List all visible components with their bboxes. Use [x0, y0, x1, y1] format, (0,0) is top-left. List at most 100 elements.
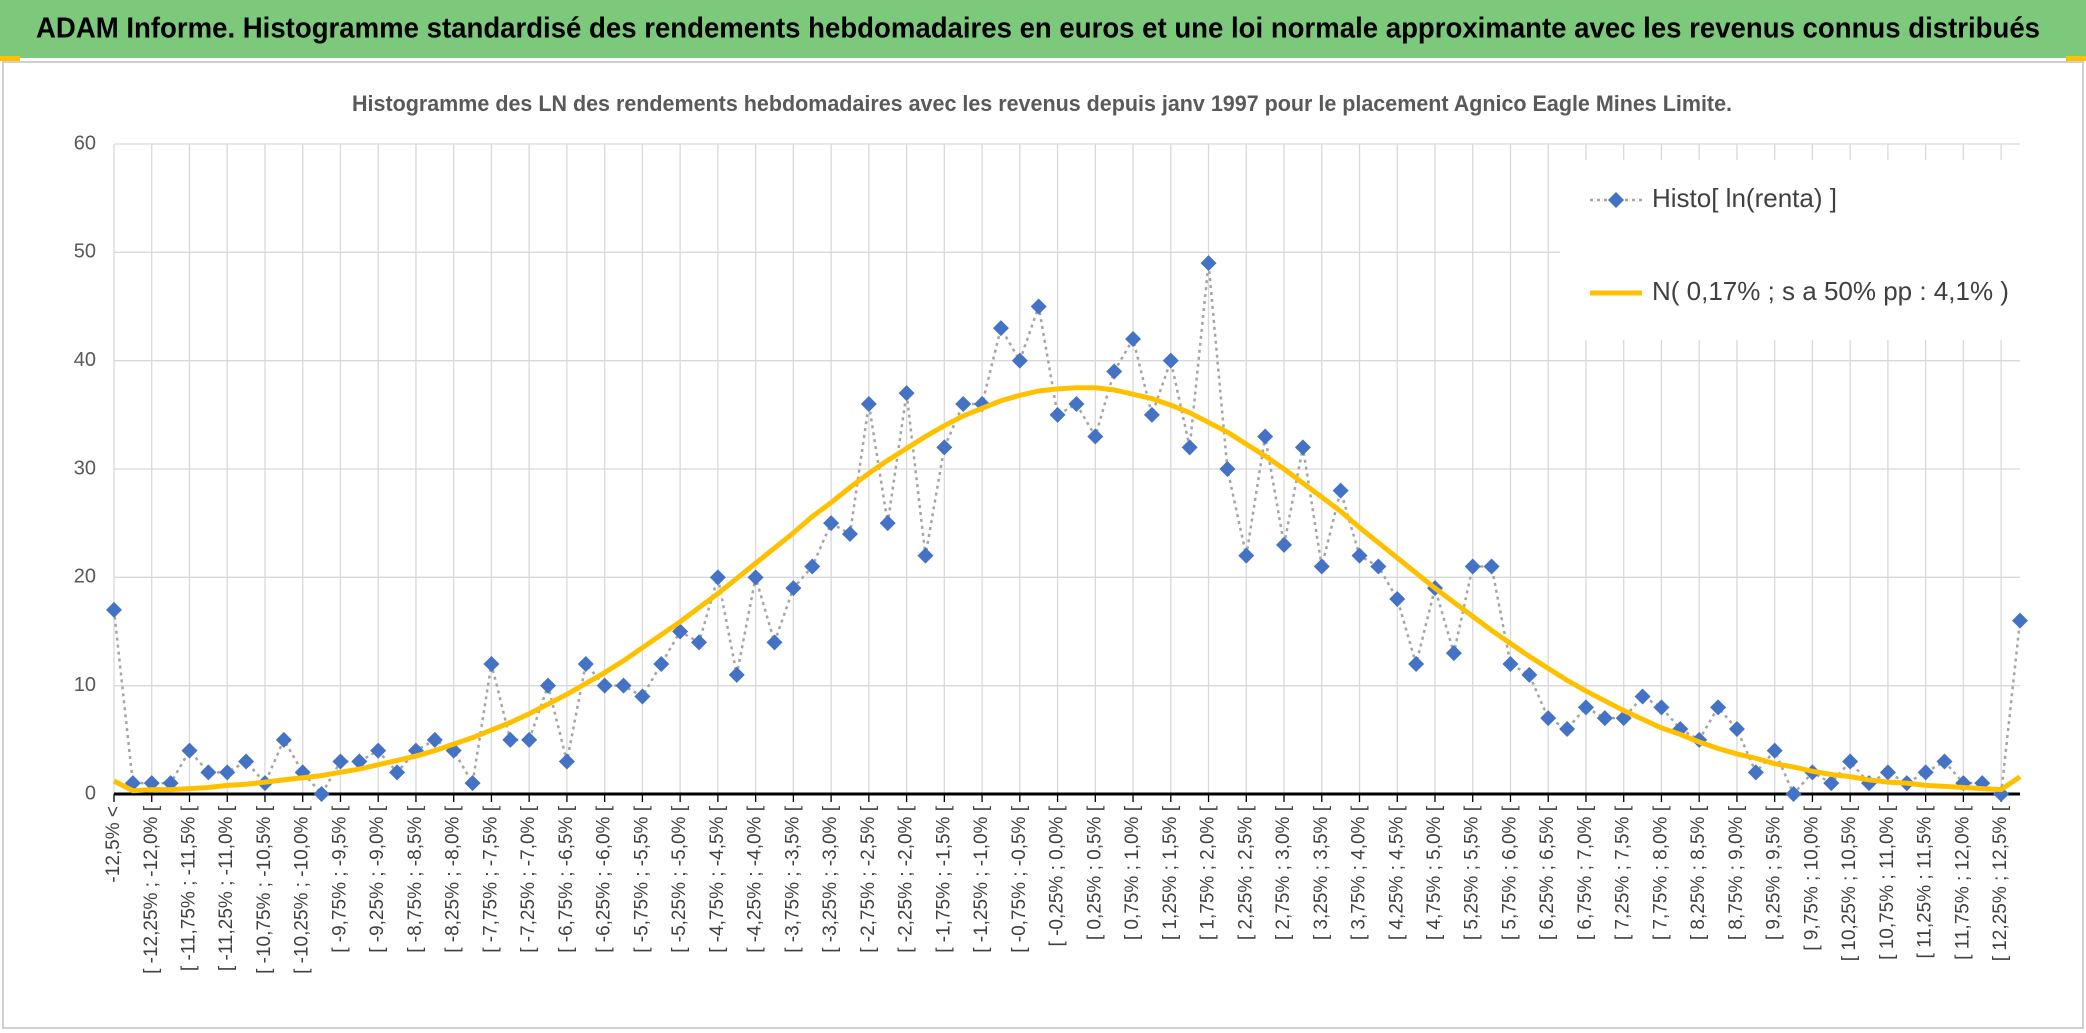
data-point — [1540, 710, 1557, 727]
data-point — [1181, 439, 1198, 456]
x-tick-label: [ -2,25% ; -2,0% [ — [896, 805, 917, 953]
data-point — [1408, 656, 1425, 672]
data-point — [106, 601, 122, 618]
data-point — [1238, 547, 1255, 564]
data-point — [1106, 363, 1123, 380]
data-point — [332, 753, 349, 770]
x-tick-label: [ -6,25% ; -6,0% [ — [594, 805, 615, 953]
y-tick-label: 30 — [74, 457, 96, 479]
y-tick-label: 50 — [74, 241, 96, 263]
data-point — [747, 569, 764, 586]
grid: 0 10 20 30 40 50 60 -12,5% < [ -12,25% ; -12,0% … — [74, 132, 2020, 974]
data-point — [1294, 439, 1311, 456]
data-point — [1842, 753, 1859, 770]
legend-label: N( 0,17% ; s a 50% pp : 4,1% ) — [1652, 276, 2009, 306]
legend-label: Histo[ ln(renta) ] — [1652, 183, 1837, 213]
x-tick-label: [ 1,25% ; 1,5% [ — [1160, 805, 1181, 940]
data-point — [1313, 558, 1330, 575]
data-point — [1653, 699, 1670, 716]
x-tick-label: [ -3,75% ; -3,5% [ — [782, 805, 803, 953]
data-point — [1710, 699, 1727, 716]
x-tick-label: [ -2,75% ; -2,5% [ — [858, 805, 879, 953]
data-point — [615, 677, 632, 694]
data-point — [804, 558, 821, 575]
x-tick-label: [ 5,25% ; 5,5% [ — [1462, 805, 1483, 940]
x-tick-label: [ -11,75% ; -11,5% [ — [179, 805, 200, 971]
x-tick-label: [ 4,75% ; 5,0% [ — [1424, 805, 1445, 940]
data-point — [1445, 645, 1462, 662]
data-point — [1766, 742, 1783, 759]
y-tick-label: 0 — [85, 782, 96, 804]
chart-title: ADAM Informe. Histogramme standardisé de… — [36, 13, 2040, 45]
data-point — [1634, 688, 1651, 705]
x-tick-label: [ 7,75% ; 8,0% [ — [1650, 805, 1671, 940]
data-point — [502, 731, 519, 748]
data-point — [1370, 558, 1387, 575]
data-point — [426, 731, 443, 748]
data-point — [841, 526, 858, 542]
data-point — [1030, 298, 1047, 315]
data-point — [1257, 428, 1274, 445]
x-tick-label: [ -8,25% ; -8,0% [ — [443, 805, 464, 953]
x-tick-label: [ -1,75% ; -1,5% [ — [933, 805, 954, 953]
x-tick-label: [ 10,25% ; 10,5% [ — [1839, 805, 1860, 961]
corner-mark — [0, 56, 20, 61]
y-tick-label: 20 — [74, 566, 96, 588]
x-tick-label: [ -4,25% ; -4,0% [ — [745, 805, 766, 953]
data-point — [898, 385, 915, 402]
y-tick-label: 10 — [74, 674, 96, 696]
x-tick-label: [ 8,75% ; 9,0% [ — [1726, 805, 1747, 940]
data-point — [1483, 558, 1500, 575]
y-tick-label: 40 — [74, 349, 96, 371]
x-tick-label: [ 1,75% ; 2,0% [ — [1198, 805, 1219, 940]
data-point — [766, 634, 783, 651]
x-tick-label: [ 9,75% ; 10,0% [ — [1801, 805, 1822, 950]
title-bar — [0, 0, 2086, 58]
data-point — [1728, 721, 1745, 737]
data-point — [1049, 406, 1066, 423]
data-point — [370, 742, 387, 759]
data-point — [728, 666, 745, 683]
data-point — [521, 731, 538, 748]
data-point — [1879, 764, 1896, 781]
data-point — [653, 656, 670, 672]
x-tick-label: [ 8,25% ; 8,5% [ — [1688, 805, 1709, 940]
data-point — [691, 634, 708, 651]
data-point — [1219, 461, 1236, 477]
data-point — [464, 775, 481, 792]
data-point — [1087, 428, 1104, 445]
data-point — [1521, 666, 1538, 683]
data-point — [2012, 612, 2028, 629]
legend: Histo[ ln(renta) ] N( 0,17% ; s a 50% pp … — [1560, 160, 2060, 340]
x-tick-label: [ -10,75% ; -10,5% [ — [254, 805, 275, 974]
x-tick-label: [ 0,25% ; 0,5% [ — [1084, 805, 1105, 940]
data-point — [1823, 775, 1840, 792]
data-point — [219, 764, 236, 781]
x-tick-label: [ 11,25% ; 11,5% [ — [1915, 805, 1936, 958]
plot-area — [106, 255, 2028, 802]
data-point — [936, 439, 953, 456]
data-point — [992, 320, 1009, 337]
data-point — [200, 764, 217, 781]
x-tick-label: [ -1,25% ; -1,0% [ — [971, 805, 992, 953]
data-point — [879, 515, 896, 532]
data-point — [1011, 352, 1028, 369]
data-point — [1577, 699, 1594, 716]
data-point — [275, 731, 292, 748]
data-point — [1502, 656, 1519, 672]
x-tick-label: [ -7,25% ; -7,0% [ — [518, 805, 539, 953]
data-point — [1276, 536, 1293, 553]
x-tick-label: [ 0,75% ; 1,0% [ — [1122, 805, 1143, 940]
data-point — [1596, 710, 1613, 727]
data-point — [558, 753, 575, 770]
data-point — [917, 547, 934, 564]
legend-box — [1560, 160, 2060, 340]
x-tick-label: [ -10,25% ; -10,0% [ — [292, 805, 313, 974]
data-point — [1143, 406, 1160, 423]
data-point — [577, 656, 594, 672]
x-tick-label: [ 9,25% ; 9,5% [ — [1764, 805, 1785, 940]
data-point — [1917, 764, 1934, 781]
data-point — [351, 753, 368, 770]
x-tick-label: [ 6,75% ; 7,0% [ — [1575, 805, 1596, 940]
